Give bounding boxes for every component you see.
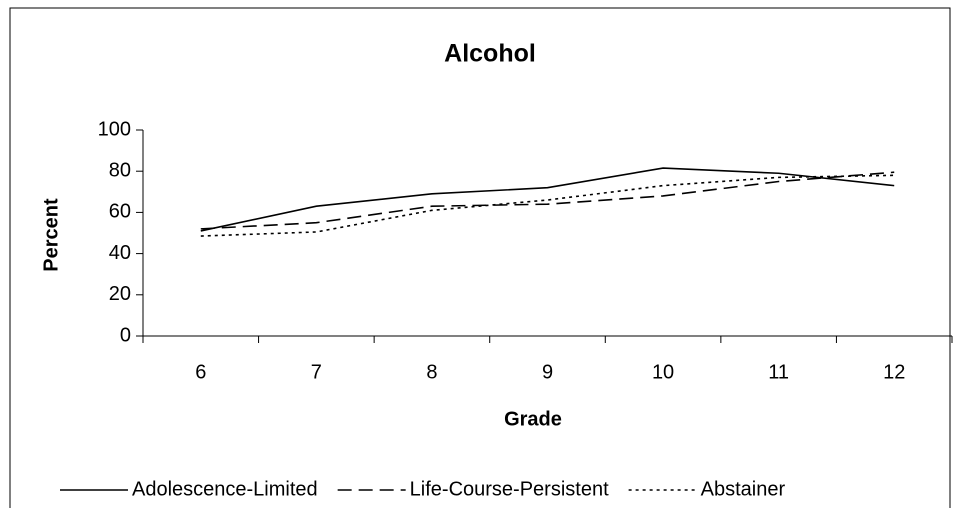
series-line bbox=[200, 167, 895, 232]
x-tick-label: 11 bbox=[768, 361, 789, 383]
x-tick-label: 10 bbox=[652, 361, 674, 383]
series-line bbox=[200, 174, 895, 237]
y-tick-label: 80 bbox=[109, 159, 131, 181]
x-tick-label: 7 bbox=[311, 361, 322, 383]
series-line bbox=[200, 171, 895, 230]
chart-frame bbox=[9, 7, 951, 508]
y-tick-label: 0 bbox=[120, 324, 131, 346]
y-tick-label: 100 bbox=[98, 118, 131, 140]
x-tick-label: 12 bbox=[883, 361, 905, 383]
legend-label: Abstainer bbox=[701, 478, 786, 500]
chart-title: Alcohol bbox=[444, 40, 536, 68]
legend-label: Life-Course-Persistent bbox=[410, 478, 609, 500]
y-tick-label: 60 bbox=[109, 201, 131, 223]
x-tick-label: 9 bbox=[542, 361, 553, 383]
x-tick-label: 8 bbox=[426, 361, 437, 383]
x-axis-label: Grade bbox=[504, 408, 562, 430]
x-tick-label: 6 bbox=[195, 361, 206, 383]
y-tick-label: 20 bbox=[109, 283, 131, 305]
y-axis-label: Percent bbox=[40, 198, 62, 272]
y-tick-label: 40 bbox=[109, 242, 131, 264]
legend-label: Adolescence-Limited bbox=[132, 478, 318, 500]
